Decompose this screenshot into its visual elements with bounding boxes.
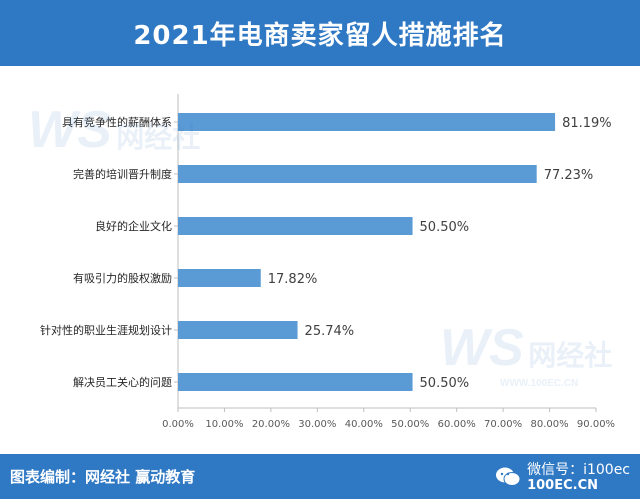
category-label: 良好的企业文化 xyxy=(95,219,172,233)
x-tick-label: 50.00% xyxy=(391,419,429,430)
bar-chart: 0.00% 10.00% 20.00% 30.00% 40.00% 50.00% 60.00… xyxy=(40,94,615,430)
category-label: 有吸引力的股权激励 xyxy=(73,271,172,285)
page-title: 2021年电商卖家留人措施排名 xyxy=(133,20,507,51)
value-label: 77.23% xyxy=(544,168,594,183)
footer-bar: 图表编制：网经社 赢动教育 微信号：i100ec 100EC.CN xyxy=(0,454,640,499)
category-label: 完善的培训晋升制度 xyxy=(73,167,172,181)
x-tick-label: 40.00% xyxy=(345,419,383,430)
x-tick-label: 0.00% xyxy=(162,419,194,430)
x-tick-label: 30.00% xyxy=(298,419,336,430)
bar xyxy=(178,217,413,235)
x-tick-label: 80.00% xyxy=(530,419,568,430)
bar xyxy=(178,269,261,287)
value-label: 17.82% xyxy=(268,272,318,287)
title-bar: 2021年电商卖家留人措施排名 xyxy=(0,0,640,66)
chart-area: 0.00% 10.00% 20.00% 30.00% 40.00% 50.00% 60.00… xyxy=(0,66,640,454)
category-label: 针对性的职业生涯规划设计 xyxy=(40,323,172,337)
value-label: 25.74% xyxy=(305,324,355,339)
footer-right: 微信号：i100ec 100EC.CN xyxy=(495,460,630,494)
value-label: 81.19% xyxy=(562,116,612,131)
value-label: 50.50% xyxy=(420,220,470,235)
x-tick-label: 70.00% xyxy=(484,419,522,430)
x-tick-label: 20.00% xyxy=(252,419,290,430)
category-label: 解决员工关心的问题 xyxy=(73,375,172,389)
bar xyxy=(178,373,413,391)
wechat-icon xyxy=(496,467,521,486)
value-label: 50.50% xyxy=(420,376,470,391)
bar xyxy=(178,113,556,131)
x-tick-label: 60.00% xyxy=(438,419,476,430)
bar xyxy=(178,165,537,183)
site-name: 100EC.CN xyxy=(527,477,598,493)
category-label: 具有竞争性的薪酬体系 xyxy=(62,115,172,129)
bar xyxy=(178,321,298,339)
wechat-id: 微信号：i100ec xyxy=(527,461,630,478)
footer-credit: 图表编制：网经社 赢动教育 xyxy=(10,468,196,486)
x-tick-label: 10.00% xyxy=(205,419,243,430)
x-tick-label: 90.00% xyxy=(577,419,615,430)
